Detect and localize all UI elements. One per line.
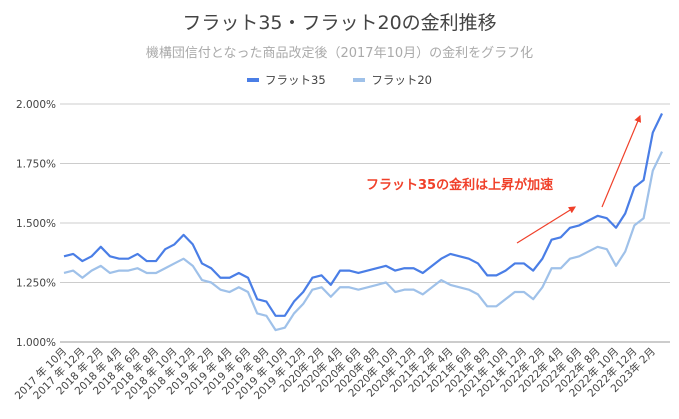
- legend-item-flat35[interactable]: フラット35: [247, 72, 326, 88]
- legend-item-flat20[interactable]: フラット20: [353, 72, 432, 88]
- legend-swatch-flat20: [353, 78, 366, 82]
- annotation-arrow: [516, 206, 577, 244]
- legend: フラット35 フラット20: [0, 71, 679, 88]
- legend-label-flat20: フラット20: [371, 73, 432, 87]
- annotation-arrow: [601, 114, 642, 208]
- chart-subtitle: 機構団信付となった商品改定後（2017年10月）の金利をグラフ化: [145, 46, 534, 61]
- chart-title: フラット35・フラット20の金利推移: [182, 12, 497, 34]
- legend-swatch-flat35: [247, 78, 260, 82]
- y-tick-label: 1.250%: [16, 278, 56, 290]
- annotation-text: フラット35の金利は上昇が加速: [366, 178, 554, 193]
- y-tick-label: 2.000%: [16, 99, 56, 111]
- legend-label-flat35: フラット35: [265, 73, 326, 87]
- series-line-flat20: [63, 151, 663, 332]
- y-tick-label: 1.000%: [16, 337, 56, 349]
- series-line-flat35: [63, 113, 663, 317]
- y-tick-label: 1.750%: [16, 159, 56, 171]
- y-tick-label: 1.500%: [16, 218, 56, 230]
